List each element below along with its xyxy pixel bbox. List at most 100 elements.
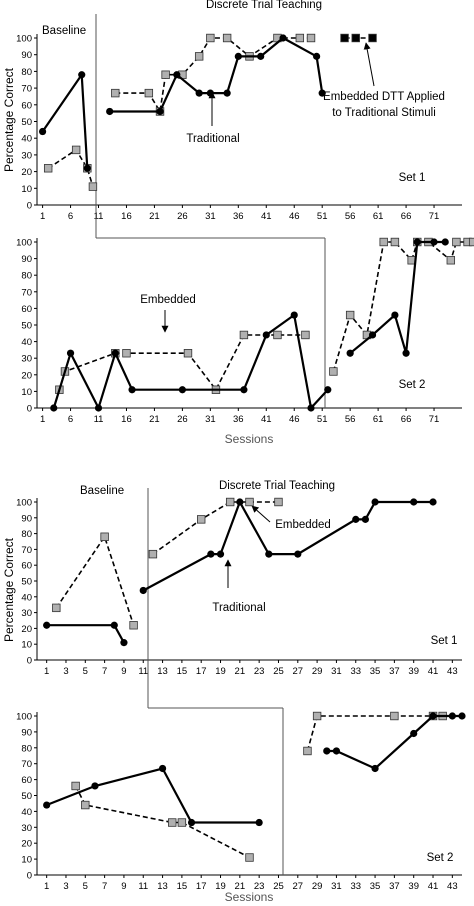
traditional-point (240, 386, 248, 394)
y-tick-label: 0 (27, 656, 32, 667)
x-tick-label: 11 (94, 211, 104, 222)
x-tick-label: 21 (149, 211, 160, 222)
embedded-point (197, 515, 206, 524)
x-tick-label: 19 (215, 881, 226, 892)
y-tick-label: 20 (21, 839, 32, 850)
x-tick-label: 61 (373, 211, 384, 222)
x-tick-label: 39 (408, 881, 419, 892)
embedded-point (43, 164, 53, 173)
x-tick-label: 6 (68, 211, 73, 222)
y-tick-label: 40 (21, 592, 32, 603)
x-tick-label: 41 (428, 881, 439, 892)
x-tick-label: 39 (408, 666, 419, 677)
embedded-point (273, 330, 282, 340)
x-tick-label: 37 (389, 666, 400, 677)
phase-title-baseline: Baseline (42, 25, 86, 37)
traditional-line (41, 71, 89, 169)
traditional-point (318, 89, 326, 97)
traditional-line (52, 313, 329, 411)
y-tick-label: 100 (16, 498, 32, 509)
x-tick-label: 16 (121, 211, 132, 222)
x-tick-label: 1 (40, 211, 45, 222)
traditional-point (368, 331, 377, 339)
traditional-point (187, 818, 196, 827)
traditional-point (413, 238, 421, 246)
traditional-point (66, 349, 75, 357)
y-tick-label: 30 (21, 150, 32, 161)
x-tick-label: 11 (94, 414, 104, 425)
embedded-point (71, 781, 80, 791)
x-tick-label: 13 (157, 881, 168, 892)
traditional-point (290, 311, 298, 319)
traditional-point (216, 550, 225, 558)
y-tick-label: 80 (21, 743, 32, 754)
traditional-point (50, 404, 58, 412)
y-axis-label: Percentage Correct (2, 67, 16, 172)
y-tick-label: 90 (21, 513, 32, 524)
traditional-point (391, 311, 399, 319)
y-tick-label: 10 (21, 855, 32, 866)
annotation-arrow (363, 42, 375, 87)
traditional-point (313, 52, 321, 60)
set-label: Set 2 (427, 852, 454, 864)
x-tick-label: 7 (102, 666, 107, 677)
x-tick-label: 3 (63, 881, 68, 892)
y-tick-label: 100 (16, 34, 32, 45)
y-tick-label: 20 (21, 167, 32, 178)
traditional-point (429, 498, 437, 506)
y-tick-label: 20 (21, 370, 32, 381)
x-tick-label: 15 (177, 881, 188, 892)
embedded-point (303, 746, 312, 756)
embedded-point (340, 33, 349, 43)
traditional-line (142, 499, 433, 592)
annotation-label: Embedded DTT Applied (323, 91, 445, 103)
y-tick-label: 80 (21, 271, 32, 282)
x-tick-label: 51 (317, 211, 328, 222)
traditional-point (111, 349, 119, 357)
embedded-point (81, 800, 90, 810)
embedded-point (183, 349, 193, 358)
embedded-point (306, 33, 316, 43)
traditional-point (361, 515, 370, 523)
traditional-point (410, 498, 418, 506)
y-tick-label: 70 (21, 759, 32, 770)
embedded-point (71, 145, 81, 155)
traditional-point (294, 550, 302, 558)
x-tick-label: 26 (177, 414, 188, 425)
x-tick-label: 27 (293, 666, 304, 677)
x-tick-label: 31 (205, 414, 216, 425)
traditional-point (265, 550, 273, 558)
x-tick-label: 66 (401, 414, 412, 425)
traditional-point (78, 71, 86, 79)
y-tick-label: 60 (21, 561, 32, 572)
traditional-point (178, 386, 186, 394)
x-tick-label: 23 (254, 666, 265, 677)
y-tick-label: 20 (21, 624, 32, 635)
x-tick-label: 6 (68, 414, 73, 425)
x-tick-label: 56 (345, 211, 356, 222)
traditional-point (91, 782, 99, 790)
x-tick-label: 41 (261, 211, 272, 222)
embedded-point (446, 256, 456, 265)
y-tick-label: 50 (21, 321, 32, 332)
traditional-point (371, 498, 379, 506)
traditional-point (430, 238, 438, 246)
embedded-line (55, 535, 135, 626)
x-tick-label: 3 (63, 666, 68, 677)
x-tick-label: 43 (447, 666, 458, 677)
embedded-point (129, 621, 138, 630)
embedded-point (329, 367, 338, 376)
embedded-point (148, 549, 158, 559)
x-tick-label: 29 (312, 666, 323, 677)
embedded-point (144, 88, 154, 98)
x-tick-label: 21 (235, 881, 246, 892)
traditional-point (255, 818, 263, 827)
traditional-point (257, 52, 265, 60)
embedded-point (351, 33, 360, 43)
x-tick-label: 13 (157, 666, 168, 677)
y-tick-label: 80 (21, 529, 32, 540)
embedded-line (115, 37, 311, 114)
y-tick-label: 10 (21, 387, 32, 398)
x-tick-label: 35 (370, 666, 381, 677)
traditional-point (120, 639, 128, 647)
